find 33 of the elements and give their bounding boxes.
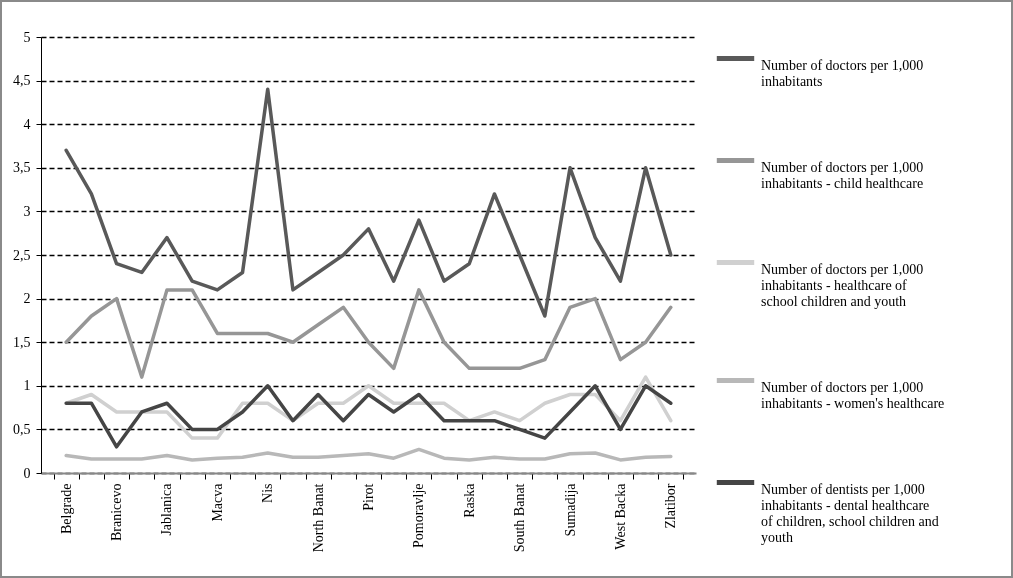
y-tick-label: 0,5 [13, 421, 31, 437]
legend-label: Number of doctors per 1,000 inhabitants - child healthcare [761, 159, 924, 191]
x-tick-label: Raska [461, 482, 477, 518]
line-series [64, 384, 673, 449]
line-series [64, 87, 673, 318]
y-tick-label: 1,5 [13, 334, 31, 350]
y-tick-label: 0 [23, 465, 31, 481]
x-tick-label: Zlatibor [663, 483, 679, 529]
legend-label: Number of doctors per 1,000 inhabitants - healthcare of school children and youth [761, 261, 924, 309]
line-series [64, 447, 673, 462]
legend-label: Number of dentists per 1,000 inhabitants - dental healthcare of children, school children and youth [761, 481, 939, 545]
y-tick-label: 5 [23, 29, 31, 45]
y-tick-label: 4 [23, 116, 31, 132]
x-tick-label: South Banat [512, 483, 528, 553]
legend-label: Number of doctors per 1,000 inhabitants [761, 57, 924, 89]
y-tick-label: 3,5 [13, 160, 31, 176]
legend-label: Number of doctors per 1,000 inhabitants - women's healthcare [761, 379, 945, 411]
x-tick-label: Nis [260, 483, 276, 503]
x-tick-label: Macva [209, 482, 225, 522]
line-series [64, 288, 673, 379]
x-tick-label: Jablanica [159, 482, 175, 536]
y-tick-label: 2,5 [13, 247, 31, 263]
x-tick-label: Branicevo [109, 483, 125, 542]
x-tick-label: Belgrade [58, 483, 74, 535]
y-tick-label: 1 [23, 378, 31, 394]
x-tick-label: North Banat [310, 483, 326, 553]
x-tick-label: Pirot [361, 483, 376, 511]
x-tick-label: Sumadija [562, 482, 578, 537]
y-tick-label: 4,5 [13, 73, 31, 89]
y-tick-label: 3 [23, 203, 31, 219]
x-tick-label: West Backa [612, 482, 628, 550]
y-tick-label: 2 [23, 291, 31, 307]
x-tick-label: Pomoravlje [411, 483, 427, 549]
